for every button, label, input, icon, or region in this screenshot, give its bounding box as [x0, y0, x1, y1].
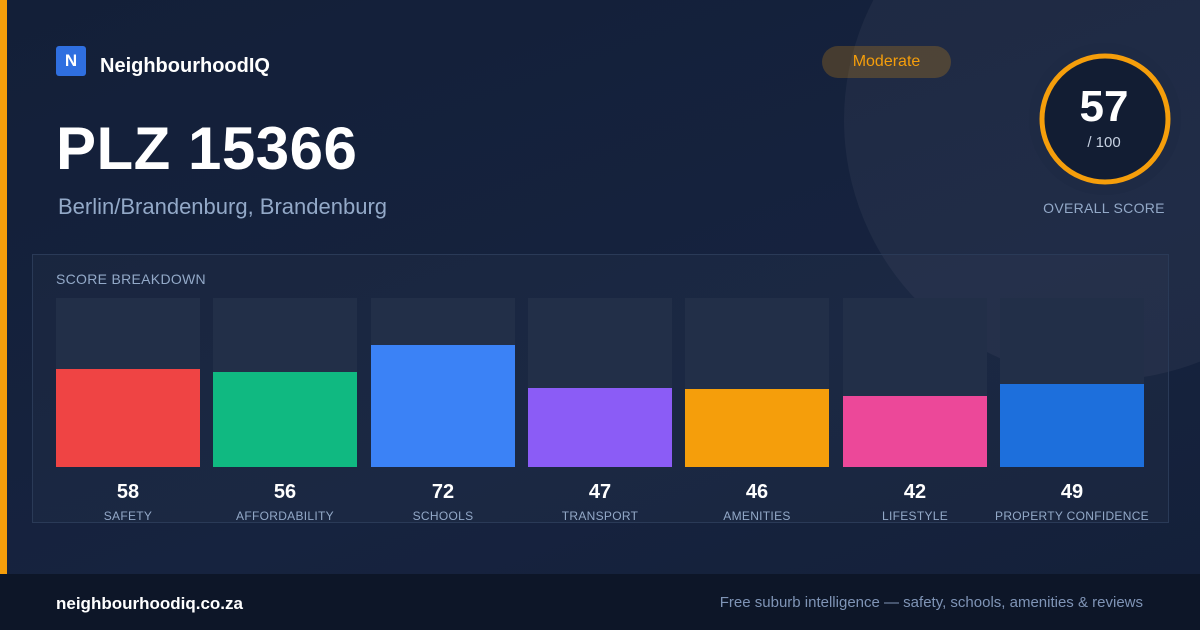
brand-logo-icon: N: [56, 46, 86, 76]
bar-value: 49: [1060, 481, 1084, 503]
bar-lifestyle: 42 LIFESTYLE: [843, 298, 987, 523]
bar-fill: [371, 345, 515, 467]
page-title: PLZ 15366: [56, 115, 358, 182]
overall-score-caption: OVERALL SCORE: [1043, 200, 1165, 216]
score-ring-graphic: [1029, 43, 1181, 195]
bar-track: [843, 298, 987, 467]
bar-track: [56, 298, 200, 467]
bar-track: [528, 298, 672, 467]
bar-fill: [685, 389, 829, 467]
rating-badge: Moderate: [822, 46, 951, 78]
bar-label: AMENITIES: [723, 509, 791, 523]
bar-value: 72: [431, 481, 455, 503]
bar-track: [685, 298, 829, 467]
bar-value: 47: [588, 481, 612, 503]
bar-track: [213, 298, 357, 467]
bar-affordability: 56 AFFORDABILITY: [213, 298, 357, 523]
bar-amenities: 46 AMENITIES: [685, 298, 829, 523]
bar-transport: 47 TRANSPORT: [528, 298, 672, 523]
brand-name: NeighbourhoodIQ: [100, 54, 270, 77]
bar-value: 56: [273, 481, 297, 503]
bar-value: 46: [745, 481, 769, 503]
accent-stripe: [0, 0, 7, 574]
bar-label: AFFORDABILITY: [236, 509, 334, 523]
bar-fill: [56, 369, 200, 467]
score-ring-arc: [1039, 53, 1171, 185]
bar-label: SCHOOLS: [412, 509, 474, 523]
bar-fill: [843, 396, 987, 467]
bar-safety: 58 SAFETY: [56, 298, 200, 523]
bar-value: 42: [903, 481, 927, 503]
bar-label: TRANSPORT: [561, 509, 639, 523]
bar-track: [371, 298, 515, 467]
bar-fill: [528, 388, 672, 467]
overall-score-value: 57: [1079, 82, 1129, 131]
bar-schools: 72 SCHOOLS: [371, 298, 515, 523]
overall-score-ring: 57 / 100: [1028, 42, 1182, 196]
bar-label: LIFESTYLE: [881, 509, 949, 523]
bar-value: 58: [116, 481, 140, 503]
bar-fill: [1000, 384, 1144, 467]
bar-track: [1000, 298, 1144, 467]
brand[interactable]: N NeighbourhoodIQ: [56, 46, 270, 77]
bar-label: PROPERTY CONFIDENCE: [995, 509, 1149, 523]
bar-property-confidence: 49 PROPERTY CONFIDENCE: [995, 298, 1149, 523]
breakdown-heading: SCORE BREAKDOWN: [56, 271, 206, 287]
footer-domain-link[interactable]: neighbourhoodiq.co.za: [56, 594, 243, 613]
bar-fill: [213, 372, 357, 467]
bar-label: SAFETY: [103, 509, 153, 523]
location-subtitle: Berlin/Brandenburg, Brandenburg: [58, 194, 388, 219]
score-breakdown-panel: [32, 254, 1169, 523]
footer-tagline: Free suburb intelligence — safety, schoo…: [719, 594, 1143, 611]
footer: neighbourhoodiq.co.za Free suburb intell…: [0, 574, 1200, 630]
overall-score-max: / 100: [1087, 134, 1121, 151]
